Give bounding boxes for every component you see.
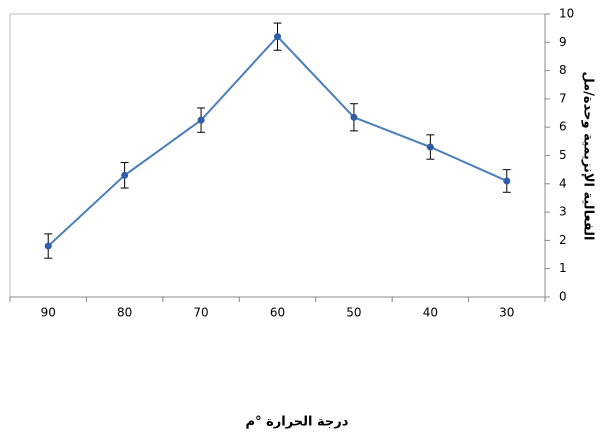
y-tick-label: 4 bbox=[559, 176, 567, 190]
y-tick-label: 0 bbox=[559, 290, 567, 304]
data-point bbox=[426, 143, 434, 151]
x-tick-label: 80 bbox=[117, 306, 132, 320]
y-tick-label: 7 bbox=[559, 91, 567, 105]
y-tick-label: 9 bbox=[559, 35, 567, 49]
x-axis-title: درجة الحرارة °م bbox=[246, 415, 349, 430]
data-point bbox=[350, 113, 358, 121]
x-tick-label: 50 bbox=[346, 306, 361, 320]
x-tick-label: 40 bbox=[423, 306, 438, 320]
data-point bbox=[121, 171, 129, 179]
y-tick-label: 3 bbox=[559, 205, 567, 219]
x-tick-label: 60 bbox=[270, 306, 285, 320]
y-axis-title: الفعالية الإنزيمية وحدة/مل bbox=[581, 72, 596, 241]
x-tick-label: 70 bbox=[193, 306, 208, 320]
data-point bbox=[44, 242, 52, 250]
data-point bbox=[197, 116, 205, 124]
y-tick-label: 1 bbox=[559, 261, 567, 275]
y-tick-label: 6 bbox=[559, 120, 567, 134]
y-tick-label: 8 bbox=[559, 63, 567, 77]
x-tick-label: 90 bbox=[41, 306, 56, 320]
y-tick-label: 5 bbox=[559, 148, 567, 162]
data-point bbox=[274, 33, 281, 41]
y-tick-label: 10 bbox=[559, 7, 574, 21]
x-tick-label: 30 bbox=[499, 306, 514, 320]
data-point bbox=[503, 177, 511, 185]
y-tick-label: 2 bbox=[559, 233, 567, 247]
